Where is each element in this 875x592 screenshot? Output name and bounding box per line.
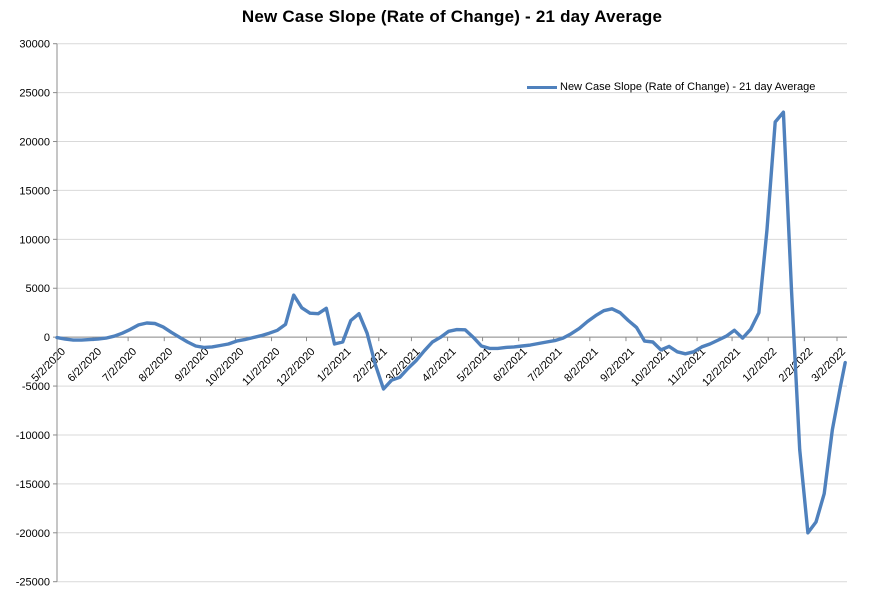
legend: New Case Slope (Rate of Change) - 21 day… (527, 81, 815, 93)
x-tick-label: 10/2/2021 (629, 346, 672, 389)
x-tick-label: 3/2/2021 (384, 346, 423, 385)
series-line (55, 110, 847, 535)
y-tick-label: 0 (44, 332, 50, 344)
x-tick-label: 7/2/2020 (100, 346, 139, 385)
x-tick-label: 1/2/2022 (741, 346, 780, 385)
y-tick-label: -25000 (16, 577, 50, 589)
y-tick-label: 10000 (19, 234, 50, 246)
x-tick-label: 6/2/2020 (65, 346, 104, 385)
chart-title: New Case Slope (Rate of Change) - 21 day… (241, 7, 663, 26)
x-tick-label: 12/2/2020 (275, 346, 318, 389)
x-tick-label: 6/2/2021 (491, 346, 530, 385)
y-tick-label: 15000 (19, 185, 50, 197)
x-tick-label: 5/2/2020 (29, 346, 68, 385)
y-tick-label: -5000 (22, 381, 50, 393)
x-tick-label: 10/2/2020 (203, 346, 246, 389)
y-tick-label: 5000 (26, 283, 50, 295)
x-tick-label: 8/2/2020 (137, 346, 176, 385)
y-tick-label: -10000 (16, 430, 50, 442)
legend-label: New Case Slope (Rate of Change) - 21 day… (560, 81, 816, 93)
x-tick-label: 1/2/2021 (315, 346, 354, 385)
x-tick-label: 12/2/2021 (700, 346, 743, 389)
y-tick-label: 30000 (19, 39, 50, 51)
x-tick-label: 7/2/2021 (526, 346, 565, 385)
y-tick-label: 20000 (19, 137, 50, 149)
legend-line-swatch (527, 85, 557, 89)
x-tick-label: 8/2/2021 (562, 346, 601, 385)
y-tick-label: -15000 (16, 479, 50, 491)
y-tick-label: -20000 (16, 528, 50, 540)
y-tick-label: 25000 (19, 88, 50, 100)
x-tick-label: 5/2/2021 (455, 346, 494, 385)
